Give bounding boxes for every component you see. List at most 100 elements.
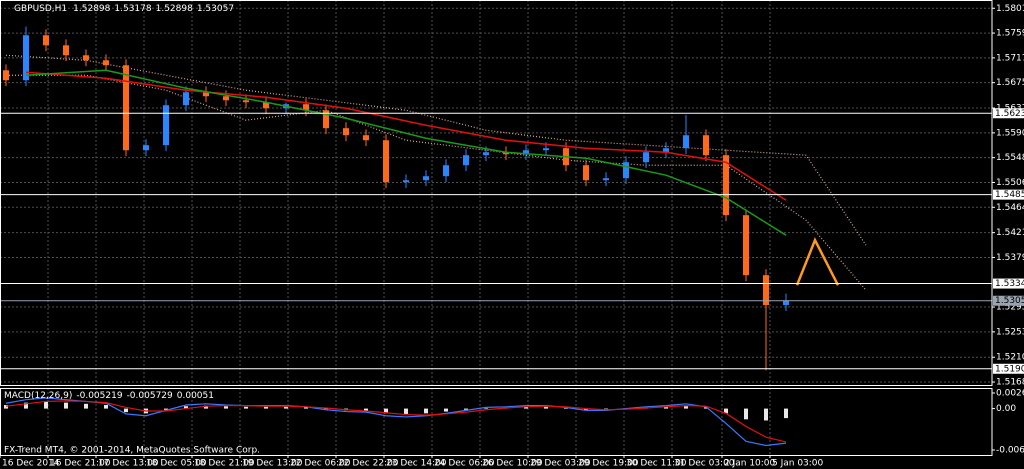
footer: FX-Trend MT4, © 2001-2014, MetaQuotes So… (4, 446, 260, 456)
overlay-line (25, 69, 787, 236)
y-tick-label: 1.55060 (996, 178, 1024, 188)
axes: 1.580101.575901.571701.567501.563201.559… (0, 4, 1024, 469)
y2-tick-label: -0.006959 (996, 445, 1024, 455)
x-tick-label: 23 Dec 14:00 (386, 459, 447, 469)
candle-body (143, 145, 149, 151)
candle-body (443, 165, 449, 177)
candle-body (583, 165, 589, 181)
candle-body (623, 162, 629, 179)
candle-body (183, 92, 189, 106)
macd-bar (204, 405, 208, 409)
macd-frame (0, 388, 993, 456)
macd-line (5, 397, 787, 447)
symbol-header: GBPUSD,H1 1.52898 1.53178 1.52898 1.53057 (14, 4, 234, 14)
macd-bar (264, 406, 268, 409)
main-frame (0, 0, 993, 386)
symbol: GBPUSD,H1 (14, 4, 67, 14)
macd-bar (224, 406, 228, 409)
macd-plot (4, 397, 788, 447)
candle-body (503, 152, 509, 155)
candle-body (483, 152, 489, 156)
y-tick-label: 1.54640 (996, 203, 1024, 213)
macd-line (5, 400, 787, 443)
macd-bar (284, 406, 288, 409)
candle-body (383, 140, 389, 183)
y-tick-label: 1.53790 (996, 253, 1024, 263)
macd-bar (384, 408, 388, 414)
macd-bar (324, 408, 328, 410)
candle-body (3, 70, 9, 81)
macd-bar (364, 408, 368, 411)
x-tick-label: 30 Dec 11:00 (626, 459, 687, 469)
x-tick-label: 17 Dec 13:00 (98, 459, 159, 469)
macd-bar (4, 405, 8, 409)
macd-title: MACD(12,26,9) (4, 391, 72, 401)
level-line-label-bg (993, 189, 1024, 200)
candle-body (643, 152, 649, 163)
bid-line-label: 1.53057 (995, 296, 1024, 306)
y-tick-label: 1.55900 (996, 128, 1024, 138)
y-tick-label: 1.52950 (996, 303, 1024, 313)
header-value: 1.53057 (197, 4, 234, 14)
candle-body (203, 92, 209, 97)
y-tick-label: 1.52530 (996, 327, 1024, 337)
candle-body (323, 110, 329, 129)
candle-body (223, 96, 229, 101)
candle-body (603, 178, 609, 181)
macd-bar (244, 406, 248, 409)
candle-body (263, 102, 269, 109)
macd-bar (684, 405, 688, 409)
level-line-label-bg (993, 108, 1024, 119)
y-tick-label: 1.55480 (996, 153, 1024, 163)
candle-body (163, 105, 169, 146)
macd-bar (664, 406, 668, 409)
level-line-label: 1.56232 (995, 109, 1024, 119)
candle-body (403, 180, 409, 183)
x-tick-label: 29 Dec 03:00 (530, 459, 591, 469)
x-tick-label: 22 Dec 22:00 (338, 459, 399, 469)
macd-bar (184, 406, 188, 409)
x-tick-label: 31 Dec 03:00 (674, 459, 735, 469)
macd-bar (424, 408, 428, 414)
header-value: 1.52898 (156, 4, 193, 14)
macd-bar (404, 408, 408, 414)
y-tick-label: 1.54210 (996, 228, 1024, 238)
candle-body (123, 65, 129, 151)
header-value: 1.52898 (73, 4, 110, 14)
macd-bar (124, 408, 128, 413)
candle-body (83, 55, 89, 61)
candle-body (243, 100, 249, 103)
grid (0, 0, 992, 455)
candle-body (463, 155, 469, 166)
y-tick-label: 1.57590 (996, 29, 1024, 39)
macd-bar (484, 407, 488, 409)
macd-bar (64, 402, 68, 409)
cloud-line (6, 74, 867, 291)
x-tick-label: 16 Dec 21:00 (50, 459, 111, 469)
macd-bar (304, 407, 308, 409)
level-line-label: 1.54854 (995, 190, 1024, 200)
candle-body (663, 148, 669, 153)
y2-tick-label: 0.002622 (996, 388, 1024, 398)
candle-body (43, 35, 49, 46)
macd-bar (744, 408, 748, 420)
overlay-line (795, 237, 840, 286)
candle-body (683, 135, 689, 149)
macd-bar (104, 405, 108, 409)
candle-body (763, 275, 769, 306)
candle-body (723, 155, 729, 216)
macd-bar (524, 406, 528, 409)
y-tick-label: 1.57170 (996, 53, 1024, 63)
candle-body (343, 128, 349, 136)
y-tick-label: 1.56750 (996, 78, 1024, 88)
x-tick-label: 22 Dec 06:00 (290, 459, 351, 469)
level-line-label: 1.53348 (995, 279, 1024, 289)
macd-value: 0.00051 (177, 391, 214, 401)
x-tick-label: 24 Dec 06:00 (434, 459, 495, 469)
candle-body (303, 104, 309, 111)
macd-bar (444, 408, 448, 412)
x-tick-label: 16 Dec 2014 (2, 459, 60, 469)
bid-line-label-bg (993, 295, 1024, 306)
